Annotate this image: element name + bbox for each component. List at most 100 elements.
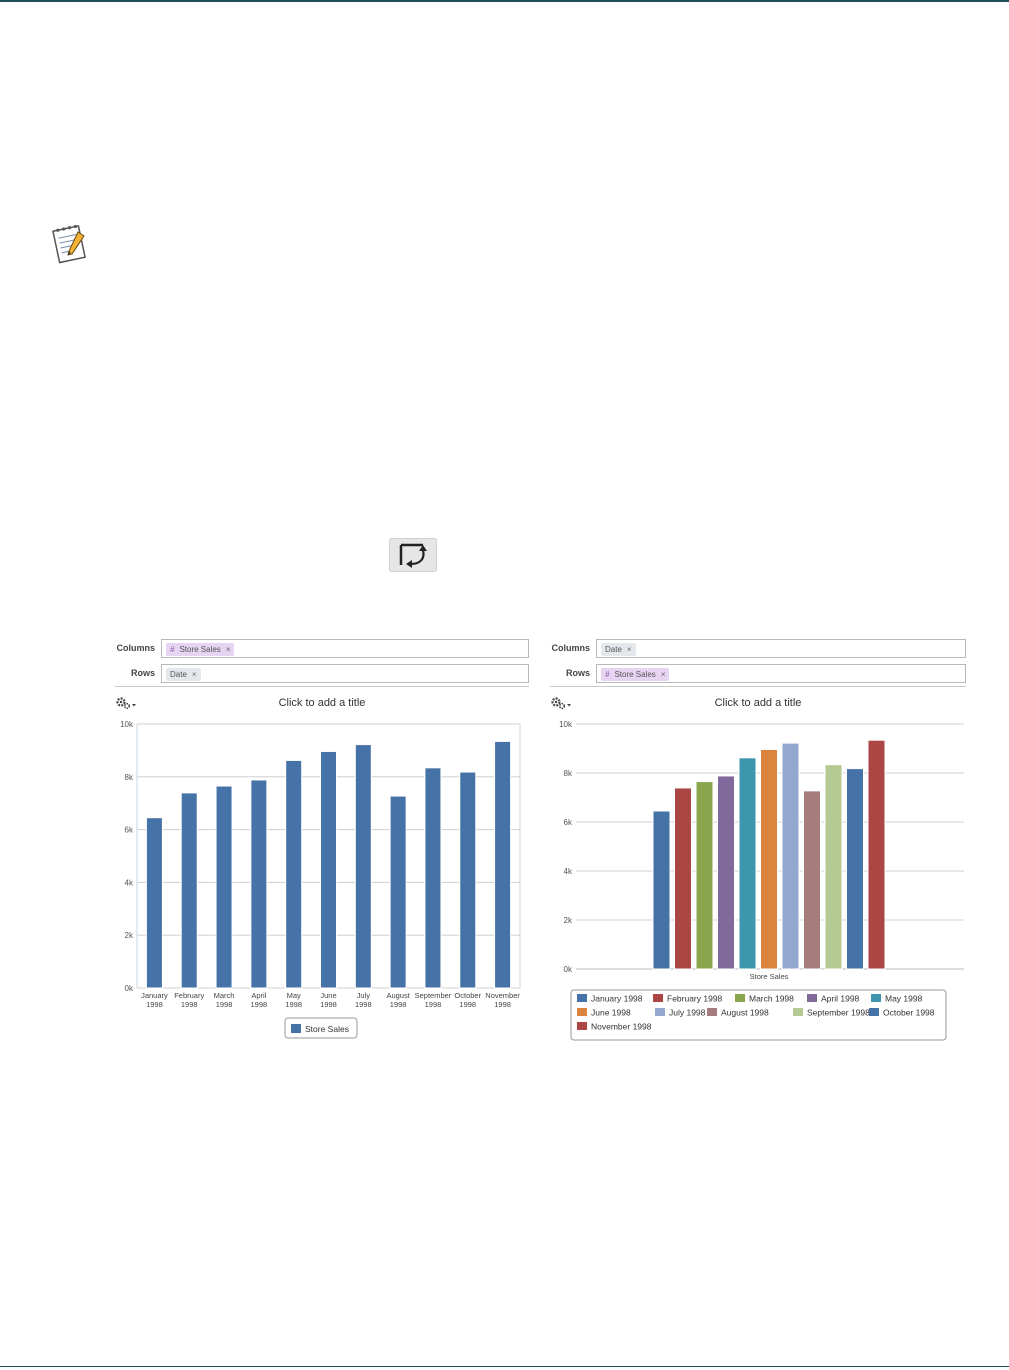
legend-item: April 1998 <box>821 994 860 1004</box>
x-tick-label: August <box>386 991 410 1000</box>
right-bar-chart: 0k 2k 4k 6k 8k 10k Store Sales January 1998 Febr… <box>559 720 964 1041</box>
legend-item: March 1998 <box>749 994 794 1004</box>
bar <box>215 785 233 989</box>
legend-box <box>284 1017 358 1039</box>
remove-icon[interactable]: × <box>225 645 231 654</box>
legend-item: August 1998 <box>721 1008 769 1018</box>
measure-hash-icon: # <box>605 670 610 679</box>
legend-swatch <box>793 1008 803 1016</box>
legend-item: July 1998 <box>669 1008 706 1018</box>
page-top-rule <box>0 0 1009 2</box>
rows-label: Rows <box>130 668 155 678</box>
legend-swatch <box>291 1024 301 1033</box>
left-bar-chart: 0k2k4k6k8k10kJanuary1998February1998Marc… <box>120 720 521 1039</box>
date-pill[interactable]: Date × <box>601 643 636 656</box>
legend-swatch <box>653 994 663 1002</box>
y-tick-label: 10k <box>120 720 134 729</box>
legend-item: November 1998 <box>591 1022 652 1032</box>
store-sales-pill[interactable]: # Store Sales × <box>166 643 235 656</box>
x-tick-label: 1998 <box>285 1000 302 1009</box>
legend-item: October 1998 <box>883 1008 935 1018</box>
y-tick-label: 4k <box>125 878 134 887</box>
legend-swatch <box>655 1008 665 1016</box>
y-tick-label: 0k <box>564 965 573 974</box>
columns-row: Columns Date × <box>550 639 966 659</box>
y-tick-label: 6k <box>125 826 134 835</box>
left-chart-panel: Columns # Store Sales × Rows Date × Click t… <box>115 638 529 1048</box>
columns-label: Columns <box>551 643 590 653</box>
remove-icon[interactable]: × <box>660 670 666 679</box>
rows-label: Rows <box>565 668 590 678</box>
page-bottom-rule <box>0 1366 1009 1367</box>
legend-swatch <box>807 994 817 1002</box>
bar <box>717 775 735 970</box>
columns-label: Columns <box>116 643 155 653</box>
legend-item: February 1998 <box>667 994 723 1004</box>
pill-label: Date <box>170 670 187 679</box>
legend-swatch <box>707 1008 717 1016</box>
legend-swatch <box>577 1008 587 1016</box>
bar <box>760 748 778 970</box>
chart-title[interactable]: Click to add a title <box>714 697 802 709</box>
bar <box>674 787 692 970</box>
bar <box>459 771 477 989</box>
legend-box <box>570 989 947 1041</box>
bar <box>846 768 864 970</box>
x-tick-label: March <box>214 991 235 1000</box>
x-tick-label: 1998 <box>146 1000 163 1009</box>
bar <box>781 742 800 970</box>
y-tick-label: 2k <box>125 931 134 940</box>
bar <box>180 792 198 989</box>
store-sales-pill[interactable]: # Store Sales × <box>601 668 670 681</box>
remove-icon[interactable]: × <box>191 670 197 679</box>
x-tick-label: June <box>320 991 336 1000</box>
bar <box>285 759 303 989</box>
switch-axes-button[interactable] <box>389 538 437 572</box>
x-tick-label: October <box>454 991 481 1000</box>
x-tick-label: January <box>141 991 168 1000</box>
columns-drop-zone[interactable]: Date × <box>596 639 966 658</box>
x-tick-label: 1998 <box>390 1000 407 1009</box>
x-tick-label: 1998 <box>425 1000 442 1009</box>
right-chart-panel: Columns Date × Rows # Store Sales × Click t… <box>550 638 966 1048</box>
x-tick-label: 1998 <box>320 1000 337 1009</box>
legend-item: Store Sales <box>305 1024 349 1034</box>
bar <box>424 767 442 989</box>
y-tick-label: 2k <box>564 916 573 925</box>
bar <box>320 750 337 989</box>
pill-label: Date <box>605 645 622 654</box>
chart-options-gear-icon[interactable] <box>550 696 574 710</box>
x-tick-label: 1998 <box>459 1000 476 1009</box>
toolbar-divider <box>115 686 529 687</box>
y-tick-label: 10k <box>559 720 573 729</box>
toolbar-divider <box>550 686 966 687</box>
bar <box>494 740 512 989</box>
rows-row: Rows Date × <box>115 664 529 684</box>
rows-drop-zone[interactable]: # Store Sales × <box>596 664 966 683</box>
bar <box>250 779 268 989</box>
legend-item: September 1998 <box>807 1008 870 1018</box>
x-tick-label: 1998 <box>181 1000 198 1009</box>
chart-options-gear-icon[interactable] <box>115 696 139 710</box>
date-pill[interactable]: Date × <box>166 668 201 681</box>
rows-drop-zone[interactable]: Date × <box>161 664 529 683</box>
legend-swatch <box>869 1008 879 1016</box>
chart-title[interactable]: Click to add a title <box>278 697 366 709</box>
x-tick-label: 1998 <box>494 1000 511 1009</box>
measure-hash-icon: # <box>170 645 175 654</box>
bar <box>695 781 714 970</box>
columns-drop-zone[interactable]: # Store Sales × <box>161 639 529 658</box>
pill-label: Store Sales <box>179 645 221 654</box>
legend-item: January 1998 <box>591 994 643 1004</box>
x-tick-label: May <box>287 991 301 1000</box>
x-tick-label: 1998 <box>355 1000 372 1009</box>
bar <box>652 810 671 970</box>
y-tick-label: 6k <box>564 818 573 827</box>
note-pencil-icon <box>52 224 86 264</box>
x-tick-label: September <box>415 991 452 1000</box>
legend-swatch <box>577 994 587 1002</box>
legend-swatch <box>871 994 881 1002</box>
x-tick-label: April <box>251 991 266 1000</box>
x-tick-label: February <box>174 991 204 1000</box>
remove-icon[interactable]: × <box>626 645 632 654</box>
